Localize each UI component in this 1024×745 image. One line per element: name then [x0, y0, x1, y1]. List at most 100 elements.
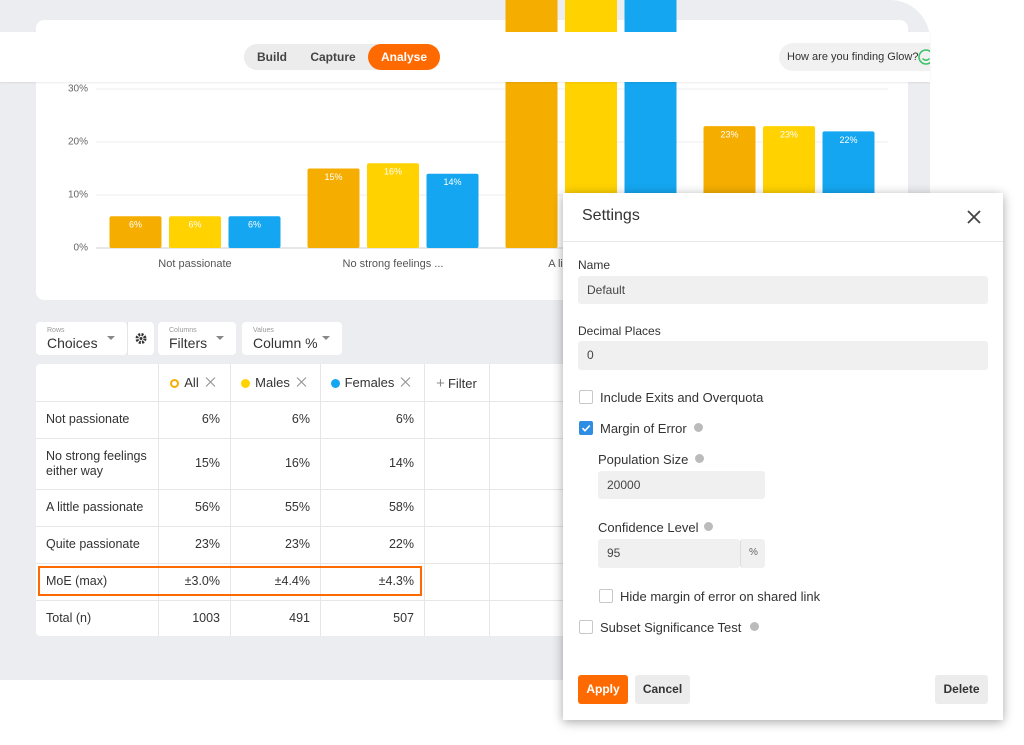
feedback-pill[interactable]: How are you finding Glow? — [779, 43, 930, 71]
help-icon[interactable] — [704, 522, 713, 531]
dropdown[interactable]: Values Column % — [242, 322, 342, 355]
checkbox-checked[interactable] — [579, 421, 593, 435]
value-label: 23% — [780, 129, 798, 139]
header-content: Females — [320, 375, 424, 390]
top-nav: Build Capture Analyse How are you findin… — [0, 32, 930, 82]
gear-icon — [135, 333, 147, 344]
series-dot — [170, 379, 180, 388]
value-label: 15% — [324, 172, 342, 182]
bar — [367, 163, 419, 248]
apply-button[interactable]: Apply — [578, 675, 628, 704]
close-button[interactable] — [967, 210, 981, 224]
smiley-icon — [918, 49, 930, 65]
table-cell: 1003 — [192, 610, 220, 625]
tab-active[interactable]: Analyse — [368, 44, 440, 70]
tab[interactable]: Capture — [310, 50, 356, 64]
row-divider — [36, 401, 596, 402]
remove-icon[interactable] — [295, 377, 309, 387]
field-label: Population Size — [598, 452, 689, 467]
confidence-unit: % — [740, 539, 765, 568]
series-dot — [241, 379, 251, 388]
y-tick-label: 20% — [68, 137, 88, 148]
row-label: A little passionate — [46, 500, 144, 514]
column-divider — [489, 364, 490, 636]
column-header: + Filter — [424, 364, 489, 401]
y-tick-label: 30% — [68, 84, 88, 95]
settings-dialog: Settings Name Default Decimal Places 0 I… — [563, 193, 1003, 720]
table-cell: ±4.3% — [378, 574, 414, 588]
table-cell: 6% — [291, 412, 310, 426]
bar — [426, 173, 479, 248]
checkbox[interactable] — [579, 390, 593, 404]
column-divider — [320, 364, 321, 636]
table-cell: 6% — [201, 412, 220, 426]
row-divider — [36, 563, 596, 564]
table-cell: 507 — [393, 610, 414, 625]
table-cell: 15% — [194, 456, 220, 470]
settings-gear[interactable] — [127, 322, 154, 355]
table-cell: 23% — [194, 537, 220, 551]
dropdown-value: Filters — [169, 335, 208, 351]
cancel-button[interactable]: Cancel — [635, 675, 690, 704]
column-header: Males — [230, 364, 320, 401]
checkbox[interactable] — [599, 589, 613, 603]
highlight-outline — [38, 566, 422, 596]
row-divider — [36, 526, 596, 527]
checkbox-label: Margin of Error — [600, 421, 687, 436]
column-divider — [424, 364, 425, 636]
remove-icon[interactable] — [204, 377, 218, 387]
bar — [169, 216, 221, 248]
column-divider — [158, 364, 159, 636]
table-cell: 23% — [284, 537, 310, 551]
dropdown-value: Choices — [47, 335, 98, 351]
confidence-input[interactable]: 95 — [598, 539, 740, 568]
population-input[interactable]: 20000 — [598, 471, 765, 499]
dropdown-value: Column % — [253, 335, 318, 351]
value-label: 14% — [443, 177, 461, 187]
field-label: Confidence Level — [598, 520, 699, 535]
checkbox-label: Hide margin of error on shared link — [620, 589, 821, 604]
dropdown-caret — [216, 336, 224, 340]
header-content: Males — [230, 375, 320, 390]
checkbox[interactable] — [579, 620, 593, 634]
table-cell: 56% — [194, 500, 220, 514]
crosstab: All Males Females + Filter Not passionate 6% 6%… — [36, 364, 596, 636]
divider — [563, 241, 1003, 242]
dropdown[interactable]: Columns Filters — [158, 322, 236, 355]
series-dot — [330, 379, 340, 388]
x-tick-label: No strong feelings ... — [343, 258, 444, 270]
column-divider — [230, 364, 231, 636]
dropdown-caret — [322, 336, 330, 340]
x-tick-label: Not passionate — [158, 258, 231, 270]
y-tick-label: 0% — [74, 243, 89, 254]
row-label: MoE (max) — [46, 574, 108, 588]
row-label: Total (n) — [46, 610, 92, 625]
value-label: 6% — [248, 220, 261, 230]
dropdown-caption: Values — [253, 327, 274, 334]
column-header: All — [158, 364, 230, 401]
dropdown-caret — [107, 336, 115, 340]
value-label: 23% — [720, 129, 738, 139]
help-icon[interactable] — [695, 454, 704, 463]
help-icon[interactable] — [694, 423, 703, 432]
bar — [307, 168, 360, 248]
header-text[interactable]: Filter — [447, 376, 477, 391]
dropdown-caption: Columns — [169, 327, 197, 334]
table-cell: ±4.4% — [274, 574, 310, 588]
delete-button[interactable]: Delete — [935, 675, 988, 704]
help-icon[interactable] — [750, 622, 759, 631]
table-cell: 491 — [289, 610, 310, 625]
plus-icon: + — [436, 375, 445, 392]
row-divider — [36, 600, 596, 601]
remove-icon[interactable] — [399, 377, 413, 387]
bar — [228, 216, 281, 248]
table-cell: 22% — [388, 537, 414, 551]
header-content: All — [158, 375, 230, 390]
table-cell: 6% — [395, 412, 414, 426]
value-label: 22% — [839, 135, 857, 145]
value-label: 6% — [188, 220, 201, 230]
name-input[interactable]: Default — [578, 276, 988, 304]
tab[interactable]: Build — [257, 50, 287, 64]
dropdown[interactable]: Rows Choices — [36, 322, 127, 355]
decimal-input[interactable]: 0 — [578, 341, 988, 370]
